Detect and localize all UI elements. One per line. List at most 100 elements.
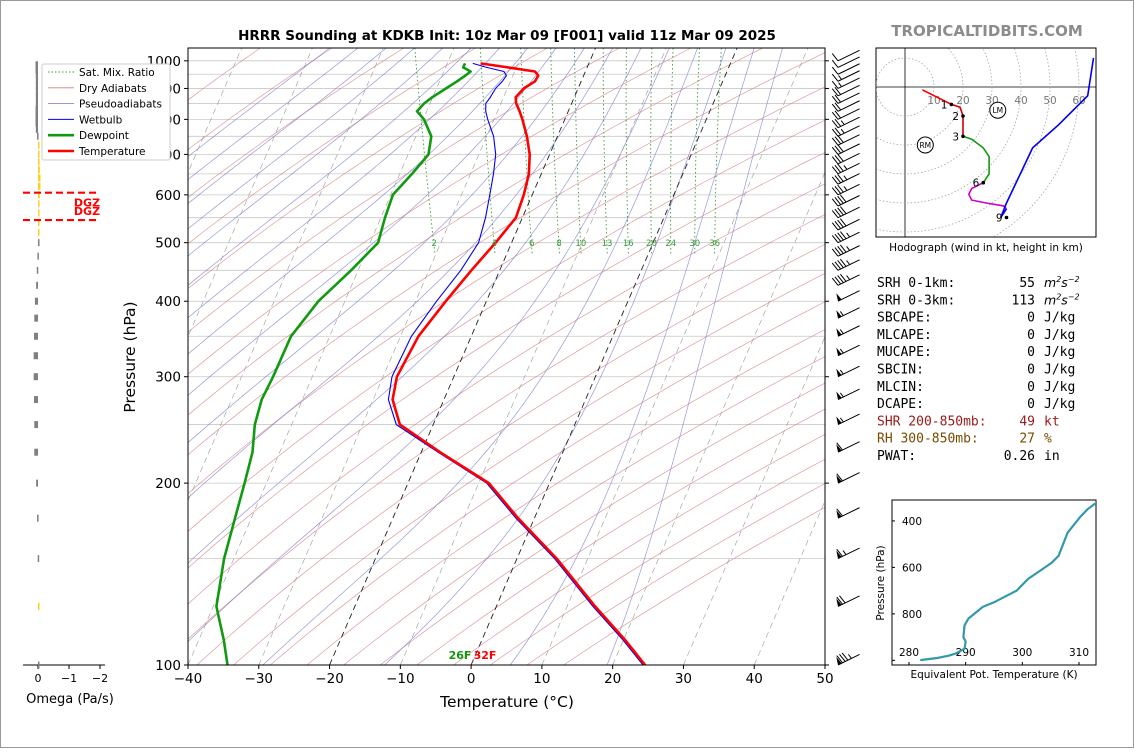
mixing-ratio-label: 30 [689,239,700,249]
omega-bar [37,267,39,274]
theta-e-y-tick-label: 800 [902,609,922,621]
x-tick-label: −20 [315,671,344,687]
index-value: 0 [1027,345,1035,360]
omega-x-tick-label: 0 [35,672,42,685]
theta-e-y-tick-label: 400 [902,516,922,528]
hodograph-height-dot [950,103,954,107]
storm-motion-label: RM [919,141,931,150]
mixing-ratio-label: 8 [556,239,561,249]
omega-bar [36,119,38,126]
x-tick-label: 20 [604,671,621,687]
index-unit: J/kg [1044,328,1075,343]
omega-bar [34,352,38,359]
index-unit: kt [1044,414,1060,429]
skewt-y-axis-label: Pressure (hPa) [121,301,139,412]
surface-temperature-label: 32F [474,649,497,662]
omega-bar [38,200,40,207]
omega-bar [38,603,40,610]
omega-bar [36,480,38,487]
legend-label-temperature: Temperature [78,146,146,158]
mixing-ratio-label: 10 [575,239,586,249]
index-unit: J/kg [1044,397,1075,412]
omega-bar [34,315,38,322]
y-tick-label: 400 [155,294,181,310]
hodograph-height-label: 9 [996,213,1003,225]
theta-e-y-tick-label: 600 [902,562,922,574]
index-value: 55 [1019,276,1035,291]
y-tick-label: 600 [155,188,181,204]
hodograph-ring-label: 10 [927,95,940,107]
omega-bar [37,133,39,140]
legend-label-mixing_ratio: Sat. Mix. Ratio [79,67,155,79]
hodograph-ring-label: 40 [1014,95,1027,107]
omega-bar [38,229,40,236]
index-value: 0 [1027,363,1035,378]
omega-x-tick-label: −1 [61,672,77,685]
index-value: 27 [1019,432,1035,447]
omega-bar [38,183,40,190]
omega-bar [36,113,38,120]
omega-bar [38,142,40,149]
theta-e-x-tick-label: 300 [1012,647,1032,659]
omega-bar [38,174,40,181]
index-value: 0.26 [1004,449,1035,464]
index-unit: J/kg [1044,380,1075,395]
index-label: MLCAPE: [877,328,932,343]
surface-dewpoint-label: 26F [449,649,472,662]
index-label: SRH 0-1km: [877,276,955,291]
x-tick-label: −10 [386,671,415,687]
omega-bar [36,106,38,113]
omega-bar [38,166,40,173]
x-tick-label: 40 [746,671,763,687]
omega-bar [38,662,40,669]
index-unit: J/kg [1044,363,1075,378]
watermark: TROPICALTIDBITS.COM [891,22,1083,40]
index-label: SBCAPE: [877,311,932,326]
chart-title: HRRR Sounding at KDKB Init: 10z Mar 09 [… [238,28,776,44]
legend-label-wetbulb: Wetbulb [79,114,123,126]
omega-bar [37,253,39,260]
omega-bar [37,515,39,522]
mixing-ratio-label: 20 [646,239,657,249]
y-tick-label: 300 [155,370,181,386]
y-tick-label: 500 [155,236,181,252]
index-value: 0 [1027,380,1035,395]
theta-e-y-axis-label: Pressure (hPa) [875,545,887,620]
mixing-ratio-label: 4 [492,239,497,249]
dgz-label: DGZ [74,197,100,210]
legend-label-dewpoint: Dewpoint [79,130,129,142]
omega-bar [36,100,38,107]
omega-bar [34,449,38,456]
omega-bar [34,396,38,403]
legend-label-moist_adiabat: Pseudoadiabats [79,99,162,111]
theta-e-x-tick-label: 280 [899,647,919,659]
omega-bar [36,94,38,101]
index-unit: J/kg [1044,345,1075,360]
omega-axis-label: Omega (Pa/s) [26,692,114,707]
omega-bar [38,209,40,216]
index-unit: % [1044,432,1052,447]
x-tick-label: 30 [675,671,692,687]
omega-x-tick-label: −2 [92,672,108,685]
theta-e-frame [892,500,1096,665]
hodograph-ring-label: 50 [1043,95,1056,107]
index-unit: J/kg [1044,311,1075,326]
index-label: PWAT: [877,449,916,464]
index-label: DCAPE: [877,397,924,412]
index-label: SRH 0-3km: [877,293,955,308]
y-tick-label: 200 [155,476,181,492]
x-tick-label: 10 [533,671,550,687]
index-value: 0 [1027,397,1035,412]
hodograph-ring-label: 20 [956,95,969,107]
omega-bar [34,333,38,340]
omega-bar [36,282,38,289]
hodograph-height-label: 1 [941,99,948,111]
index-label: SBCIN: [877,363,924,378]
index-unit: in [1044,449,1060,464]
hodograph-height-label: 3 [952,131,959,143]
x-tick-label: −30 [245,671,274,687]
